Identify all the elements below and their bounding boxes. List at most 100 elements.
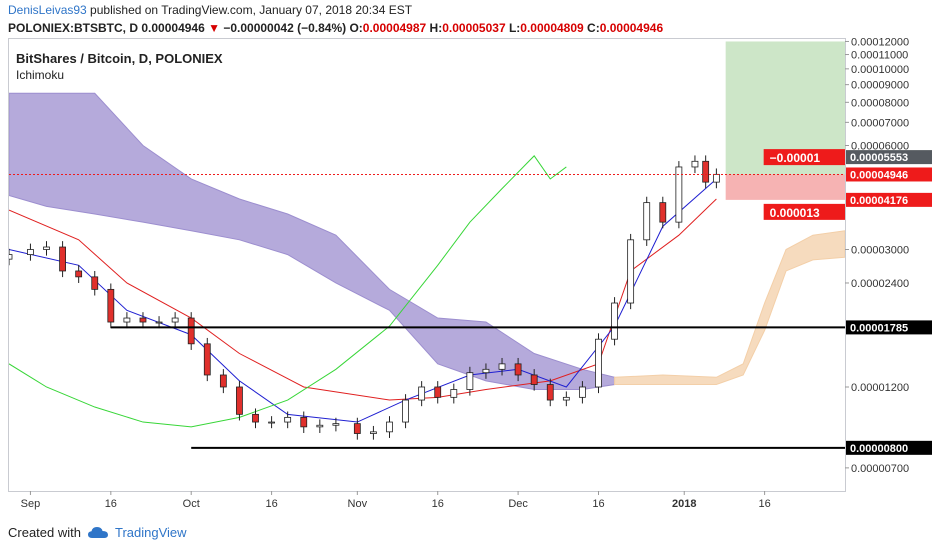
tradingview-cloud-icon <box>87 526 108 538</box>
x-tick-label: 16 <box>265 498 277 510</box>
symbol-label: POLONIEX:BTSBTC, D <box>8 21 139 35</box>
y-tick-label: 0.00009000 <box>851 80 909 92</box>
stop-price-label: 0.00004176 <box>850 195 908 207</box>
candle-body <box>530 374 538 385</box>
candle-body <box>107 288 115 323</box>
candle-body <box>466 372 474 390</box>
candle-body <box>712 173 720 183</box>
close-value: 0.00004946 <box>599 21 664 35</box>
author-link[interactable]: DenisLeivas93 <box>8 3 87 17</box>
created-with-label: Created with <box>8 525 81 540</box>
down-arrow-icon: ▼ <box>208 21 220 35</box>
y-tick-label: 0.00003000 <box>851 244 909 256</box>
candle-body <box>316 424 324 428</box>
candle-body <box>268 421 275 424</box>
candle-body <box>187 317 195 345</box>
candle-body <box>514 363 522 376</box>
low-label: L: <box>508 21 521 35</box>
y-tick-label: 0.00010000 <box>851 64 909 76</box>
y-tick-label: 0.00000700 <box>851 463 909 475</box>
y-tick-label: 0.00012000 <box>851 36 909 48</box>
candle-body <box>43 246 50 250</box>
stop-price-label-bg <box>846 192 932 207</box>
candle-body <box>219 374 227 388</box>
y-tick-label: 0.00002400 <box>851 278 909 290</box>
candle-body <box>450 389 458 398</box>
x-tick-label: Sep <box>21 498 41 510</box>
candle-body <box>139 317 147 323</box>
candle-body <box>659 202 667 223</box>
upper-price-label: 0.00005553 <box>850 152 908 164</box>
last-price-label: 0.00004946 <box>850 169 908 181</box>
x-tick-label: 16 <box>758 498 770 510</box>
candle-body <box>353 423 361 434</box>
candle-body <box>370 431 377 434</box>
plot-frame[interactable] <box>8 38 846 492</box>
open-value: 0.00004987 <box>362 21 427 35</box>
level-label-bg <box>846 320 932 335</box>
candle-body <box>203 343 211 376</box>
x-tick-label: 2018 <box>672 498 696 510</box>
level-label-bg <box>846 440 932 455</box>
candle-body <box>171 317 179 323</box>
candle-body <box>402 399 409 423</box>
chart-header-line1: DenisLeivas93 published on TradingView.c… <box>8 3 412 17</box>
position-diff-label-bg <box>763 149 845 166</box>
candle-body <box>691 160 699 168</box>
y-tick-label: 0.00008000 <box>851 97 909 109</box>
x-tick-label: 16 <box>105 498 117 510</box>
level-price-label: 0.00001785 <box>850 322 908 334</box>
stop-zone <box>725 174 845 200</box>
candle-body <box>123 317 131 323</box>
candle-body <box>562 396 570 401</box>
candle-body <box>482 368 490 374</box>
high-label: H: <box>429 21 443 35</box>
candle-body <box>75 270 83 278</box>
last-price: 0.00004946 <box>141 21 205 35</box>
open-label: O: <box>349 21 363 35</box>
candle-body <box>300 416 308 428</box>
candle-body <box>9 254 13 260</box>
candle-body <box>236 386 243 415</box>
candle-body <box>252 413 259 423</box>
indicator-name[interactable]: Ichimoku <box>16 68 65 82</box>
chikou-span-line <box>9 155 567 428</box>
low-value: 0.00004809 <box>520 21 584 35</box>
footer: Created with TradingView <box>8 525 187 540</box>
candle-body <box>702 160 710 183</box>
candle-body <box>155 321 163 324</box>
candle-body <box>386 421 393 433</box>
high-value: 0.00005037 <box>442 21 506 35</box>
tradingview-brand-link[interactable]: TradingView <box>114 525 187 540</box>
plot-layer <box>9 41 845 449</box>
position-diff-label: −0.00001 <box>770 151 821 165</box>
candle-body <box>675 166 683 223</box>
tenkan-sen-line <box>9 178 717 423</box>
ichimoku-cloud-bullish <box>614 230 845 386</box>
candle-body <box>579 386 586 398</box>
x-tick-label: 16 <box>432 498 444 510</box>
y-tick-label: 0.00007000 <box>851 117 909 129</box>
y-tick-label: 0.00006000 <box>851 140 909 152</box>
chart-title: BitShares / Bitcoin, D, POLONIEX <box>16 51 223 66</box>
candle-body <box>498 363 506 370</box>
candle-body <box>611 302 618 340</box>
ichimoku-cloud-bearish <box>9 92 616 391</box>
y-tick-label: 0.00001200 <box>851 382 909 394</box>
published-text: published on TradingView.com, January 07… <box>86 3 413 17</box>
candle-body <box>332 423 340 426</box>
price-change: −0.00000042 (−0.84%) <box>223 21 347 35</box>
upper-price-label-bg <box>846 150 932 165</box>
candle-body <box>418 386 426 401</box>
x-tick-label: Dec <box>508 498 528 510</box>
candle-body <box>643 202 651 241</box>
candle-body <box>546 384 554 401</box>
candle-body <box>27 249 34 255</box>
candle-body <box>434 386 442 398</box>
x-tick-label: 16 <box>592 498 604 510</box>
close-label: C: <box>587 21 600 35</box>
candle-body <box>595 338 602 388</box>
position-risk-label-bg <box>763 203 845 220</box>
last-price-label-bg <box>846 167 932 182</box>
